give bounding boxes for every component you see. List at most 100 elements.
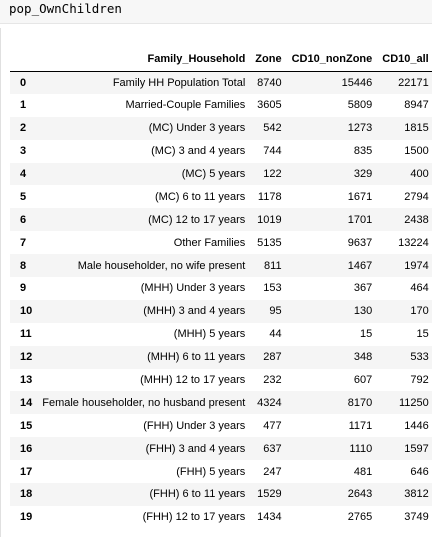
cell-family-household: (MC) 6 to 11 years	[155, 190, 246, 203]
cell-cd10-all: 11250	[398, 396, 429, 409]
cell-cd10-nonzone: 5809	[347, 99, 373, 112]
cell-family-household: Married-Couple Families	[125, 99, 246, 112]
cell-family-household: (MHH) 6 to 11 years	[147, 351, 246, 364]
cell-zone: 477	[263, 419, 282, 432]
output-area: Family_Household Zone CD10_nonZone CD10_…	[0, 28, 432, 537]
table-row: 3 (MC) 3 and 4 years 744 835 1500	[10, 139, 432, 163]
table-row: 9 (MHH) Under 3 years 153 367 464	[10, 277, 432, 300]
row-index: 17	[20, 465, 33, 478]
column-header-zone: Zone	[250, 47, 287, 72]
cell-cd10-nonzone: 1110	[349, 442, 373, 455]
cell-cd10-nonzone: 367	[353, 282, 373, 295]
cell-family-household: (MC) 12 to 17 years	[148, 213, 246, 226]
table-row: 4 (MC) 5 years 122 329 400	[10, 162, 432, 186]
table-row: 8 Male householder, no wife present 811 146…	[10, 254, 432, 278]
cell-zone: 287	[263, 351, 282, 364]
code-input-cell[interactable]: pop_OwnChildren	[0, 0, 432, 24]
cell-zone: 811	[264, 259, 282, 272]
cell-family-household: (MHH) 5 years	[173, 328, 246, 341]
table-body: 0 Family HH Population Total 8740 15446 2217…	[10, 71, 432, 529]
dataframe-table: Family_Household Zone CD10_nonZone CD10_…	[10, 47, 432, 529]
cell-cd10-all: 400	[410, 168, 429, 180]
column-header-index	[10, 47, 38, 72]
cell-cd10-nonzone: 329	[353, 168, 373, 180]
table-row: 6 (MC) 12 to 17 years 1019 1701 2438	[10, 208, 432, 232]
cell-family-household: (FHH) Under 3 years	[143, 419, 246, 432]
row-index: 9	[20, 282, 27, 295]
table-row: 5 (MC) 6 to 11 years 1178 1671 2794	[10, 185, 432, 209]
cell-zone: 232	[263, 374, 282, 387]
cell-zone: 247	[263, 465, 282, 478]
cell-cd10-nonzone: 130	[353, 305, 373, 318]
table-row: 7 Other Families 5135 9637 13224	[10, 231, 432, 255]
cell-cd10-nonzone: 1171	[348, 419, 373, 432]
table-row: 17 (FHH) 5 years 247 481 646	[10, 460, 432, 484]
row-index: 15	[20, 419, 33, 432]
table-row: 18 (FHH) 6 to 11 years 1529 2643 3812	[10, 483, 432, 506]
row-index: 3	[20, 145, 27, 158]
row-index: 0	[20, 76, 27, 89]
cell-zone: 122	[263, 168, 282, 180]
cell-cd10-nonzone: 1273	[347, 122, 373, 135]
cell-cd10-all: 1597	[404, 442, 429, 455]
cell-cd10-nonzone: 15446	[341, 76, 373, 89]
cell-cd10-all: 8947	[404, 99, 429, 112]
row-index: 2	[20, 122, 27, 135]
cell-family-household: Female householder, no husband present	[42, 396, 246, 409]
row-index: 12	[20, 351, 33, 364]
cell-cd10-nonzone: 9637	[347, 236, 373, 249]
cell-family-household: (MHH) Under 3 years	[140, 282, 246, 295]
cell-cd10-all: 1500	[404, 145, 429, 158]
table-row: 11 (MHH) 5 years 44 15 15	[10, 322, 432, 346]
cell-family-household: (FHH) 12 to 17 years	[142, 511, 246, 524]
cell-zone: 744	[263, 145, 282, 158]
cell-family-household: (MC) Under 3 years	[148, 122, 246, 135]
table-row: 13 (MHH) 12 to 17 years 232 607 792	[10, 368, 432, 392]
cell-cd10-nonzone: 2765	[347, 511, 373, 524]
table-row: 19 (FHH) 12 to 17 years 1434 2765 3749	[10, 505, 432, 529]
cell-cd10-all: 3749	[404, 511, 429, 524]
cell-family-household: Other Families	[173, 236, 246, 249]
cell-zone: 1178	[257, 190, 282, 203]
table-row: 12 (MHH) 6 to 11 years 287 348 533	[10, 345, 432, 369]
cell-cd10-all: 646	[410, 465, 429, 478]
code-text: pop_OwnChildren	[9, 1, 122, 16]
cell-zone: 3605	[257, 99, 282, 112]
table-row: 14 Female householder, no husband present…	[10, 391, 432, 415]
table-row: 1 Married-Couple Families 3605 5809 8947	[10, 93, 432, 117]
cell-cd10-nonzone: 835	[353, 145, 373, 158]
cell-cd10-all: 1446	[404, 419, 429, 432]
row-index: 5	[20, 190, 27, 203]
row-index: 18	[20, 488, 33, 501]
cell-cd10-all: 170	[410, 305, 429, 318]
row-index: 11	[20, 328, 32, 341]
cell-family-household: (MC) 5 years	[181, 168, 246, 180]
cell-cd10-nonzone: 607	[353, 374, 373, 387]
table-row: 15 (FHH) Under 3 years 477 1171 1446	[10, 414, 432, 438]
row-index: 6	[20, 213, 27, 226]
cell-family-household: (FHH) 5 years	[176, 465, 246, 478]
cell-cd10-all: 15	[416, 328, 429, 341]
row-index: 16	[20, 442, 33, 455]
cell-family-household: (MHH) 3 and 4 years	[143, 305, 246, 318]
cell-cd10-all: 13224	[398, 236, 429, 249]
cell-cd10-all: 464	[410, 282, 429, 295]
table-row: 0 Family HH Population Total 8740 15446 2217…	[10, 71, 432, 94]
cell-cd10-all: 3812	[404, 488, 429, 501]
row-index: 1	[20, 99, 27, 112]
cell-zone: 5135	[257, 236, 282, 249]
header-row: Family_Household Zone CD10_nonZone CD10_…	[10, 47, 432, 72]
cell-cd10-nonzone: 348	[353, 351, 373, 364]
cell-cd10-nonzone: 2643	[347, 488, 373, 501]
cell-zone: 1434	[257, 511, 282, 524]
cell-cd10-nonzone: 481	[353, 465, 373, 478]
cell-cd10-nonzone: 1467	[347, 259, 373, 272]
cell-zone: 44	[269, 328, 282, 341]
cell-family-household: (MHH) 12 to 17 years	[140, 374, 246, 387]
cell-cd10-all: 2794	[404, 190, 429, 203]
cell-cd10-nonzone: 1671	[347, 190, 373, 203]
cell-cd10-nonzone: 8170	[347, 396, 373, 409]
cell-zone: 637	[263, 442, 282, 455]
cell-family-household: Family HH Population Total	[112, 76, 246, 89]
cell-cd10-all: 533	[410, 351, 429, 364]
